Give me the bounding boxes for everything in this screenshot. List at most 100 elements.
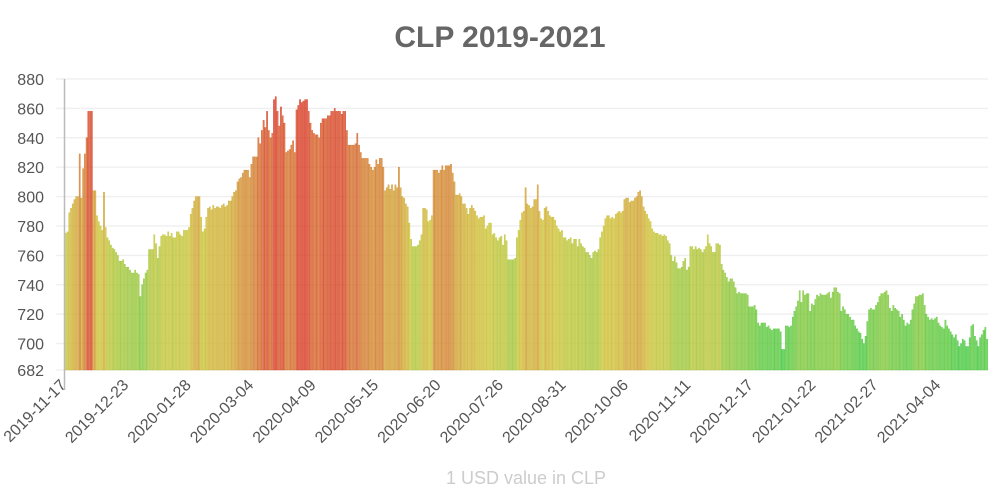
bar [141,284,143,371]
bar [974,335,976,371]
bar [788,327,791,371]
bar [758,325,761,371]
bar [804,294,806,371]
bar [984,327,987,371]
bar [597,249,600,371]
bar [182,230,185,371]
bar [441,165,444,371]
bar [616,212,619,371]
bar [620,212,622,371]
bar [639,190,641,371]
bar [431,215,433,371]
bar [259,143,261,371]
bar [760,322,763,371]
bar [132,272,135,371]
bar [477,218,480,371]
bar [658,234,660,371]
bar [267,130,270,371]
bar [578,238,581,371]
bar [918,294,921,371]
bar [446,165,449,371]
bar [899,316,902,371]
bar [651,228,654,371]
bar [939,325,942,371]
bar [467,214,470,371]
bar [909,319,912,371]
bar [340,114,343,371]
y-tick-label: 700 [17,337,44,354]
bar [150,249,152,371]
bar [196,196,199,371]
bar [92,190,95,371]
bar [817,296,820,371]
bar [333,108,336,371]
bar [712,252,714,371]
bar [120,261,123,371]
bar [583,247,586,371]
bar [955,334,957,371]
bar [335,111,338,371]
bar [835,287,837,371]
bar [828,291,831,371]
bar [523,211,525,371]
bar [670,255,673,371]
bar [528,205,530,371]
bar [595,252,598,371]
bar [280,106,282,371]
bar [641,196,643,371]
bar [734,287,737,371]
bar [229,200,232,371]
bar [151,249,154,371]
x-tick-label: 2019-12-23 [62,377,132,447]
bar [554,219,556,371]
bar [549,215,551,371]
bar [313,133,315,371]
x-tick-label: 2020-07-26 [437,377,507,447]
bar [106,237,109,371]
bar [411,246,414,371]
bar [557,228,560,371]
bar [491,234,494,371]
bar [410,238,412,371]
bar [590,258,593,371]
bar [958,346,961,371]
bar [399,187,402,371]
bar [540,218,543,371]
bar [696,249,699,371]
bar [552,216,555,371]
bar [139,296,142,371]
bar [667,240,669,371]
bar [354,143,357,371]
bar [325,118,327,371]
bar [885,290,888,371]
bar [332,111,334,371]
bar [464,203,466,371]
bar [429,219,431,371]
bar [680,266,683,371]
bar [163,234,166,371]
bar [975,340,978,371]
bar [880,293,883,371]
bar [255,156,258,371]
bar [977,346,980,371]
bar [488,222,490,371]
bar [198,196,201,371]
bar [646,214,648,371]
bar [241,172,244,371]
bar [823,294,825,371]
bar [443,169,445,371]
y-tick-label: 760 [17,248,44,265]
bar [842,306,844,371]
bar [250,164,253,371]
bar [649,221,652,371]
bar [845,313,848,371]
bar [582,246,584,371]
bar [625,197,628,371]
bar [274,96,277,371]
bar [481,216,484,371]
bar [772,328,775,371]
bar [304,99,307,371]
bar [892,305,895,371]
bar [460,196,463,371]
bar [547,211,549,371]
